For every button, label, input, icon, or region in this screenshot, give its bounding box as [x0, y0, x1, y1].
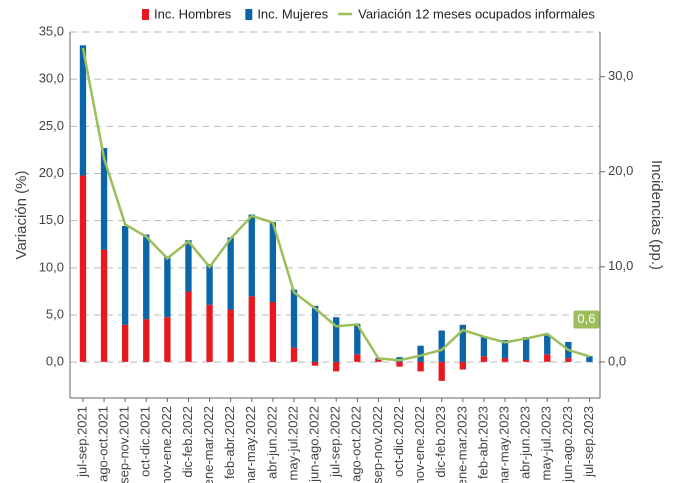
x-tick-label: mar-may.2022: [243, 406, 258, 483]
y-tick-label: 25,0: [39, 118, 64, 133]
x-tick-label: abr-jun.2022: [264, 406, 279, 479]
y-tick-label: 10,0: [39, 259, 64, 274]
y-tick-label: 30,0: [39, 71, 64, 86]
bar: [290, 347, 298, 362]
bar: [121, 324, 129, 362]
bar: [438, 330, 445, 362]
bar: [354, 323, 361, 355]
x-tick-label: mar-may.2023: [496, 406, 511, 483]
bar: [438, 361, 445, 381]
x-tick-label: jun-ago.2022: [307, 406, 322, 483]
bar: [100, 249, 108, 362]
bar: [417, 361, 424, 372]
bar: [586, 356, 593, 362]
y-tick-label: 15,0: [39, 212, 64, 227]
y-tick-label: 20,0: [39, 165, 64, 180]
x-tick-label: dic-feb.2022: [180, 406, 195, 478]
bar: [185, 240, 192, 292]
bar: [522, 359, 530, 362]
x-tick-label: ene-mar.2023: [454, 406, 469, 483]
x-tick-label: jul-sep.2023: [581, 406, 596, 478]
bar: [164, 317, 171, 362]
bar: [248, 296, 255, 362]
bar: [206, 263, 213, 305]
bar: [206, 304, 213, 362]
bar: [459, 324, 466, 362]
x-tick-label: jul-sep.2022: [328, 406, 343, 478]
bar: [79, 175, 87, 362]
bar: [544, 335, 551, 355]
x-tick-label: nov-ene.2022: [412, 406, 427, 483]
x-tick-label: nov-ene.2022: [159, 406, 174, 483]
legend-label: Variación 12 meses ocupados informales: [358, 6, 595, 21]
bar: [227, 309, 234, 362]
legend-swatch: [245, 9, 253, 20]
bar: [185, 291, 192, 362]
bar: [269, 301, 277, 362]
bar: [311, 361, 319, 366]
bar: [164, 256, 171, 318]
y2-tick-label: 0,0: [608, 353, 626, 368]
bar: [100, 147, 108, 250]
x-tick-label: dic-feb.2023: [433, 406, 448, 478]
bar: [417, 345, 424, 362]
bar: [227, 237, 234, 310]
x-tick-label: abr-jun.2023: [518, 406, 533, 479]
x-tick-label: ago-oct.2021: [95, 406, 110, 482]
bar: [480, 336, 488, 357]
bar: [290, 289, 298, 348]
bar: [79, 45, 87, 176]
y2-tick-label: 30,0: [608, 68, 633, 83]
x-tick-label: jul-sep.2021: [74, 406, 89, 478]
x-tick-label: oct-dic.2022: [391, 406, 406, 477]
x-tick-label: feb-abr.2022: [222, 406, 237, 479]
x-tick-label: may-jul.2022: [285, 406, 300, 480]
bar: [354, 354, 361, 362]
bar: [480, 356, 488, 362]
data-label-box: [573, 310, 600, 329]
legend-label: Inc. Mujeres: [257, 6, 328, 21]
bar: [311, 305, 319, 362]
x-tick-label: ago-oct.2022: [349, 406, 364, 482]
data-label-text: 0,6: [577, 311, 595, 326]
bar: [501, 340, 509, 359]
bar: [121, 225, 129, 325]
bar: [396, 361, 403, 367]
bar: [143, 319, 150, 362]
legend-label: Inc. Hombres: [154, 6, 232, 21]
x-tick-label: may-jul.2023: [539, 406, 554, 480]
y-tick-label: 5,0: [46, 306, 64, 321]
y2-tick-label: 10,0: [608, 258, 633, 273]
y2-axis-title: Incidencias (pp.): [648, 160, 665, 270]
x-tick-label: jun-ago.2023: [560, 406, 575, 483]
x-tick-label: feb-abr.2023: [475, 406, 490, 479]
bar: [459, 361, 466, 370]
bar: [375, 359, 382, 362]
x-tick-label: sep-nov.2022: [370, 406, 385, 483]
y-axis-title: Variación (%): [13, 171, 30, 260]
x-tick-label: sep-nov.2021: [117, 406, 132, 483]
bar: [269, 222, 277, 302]
data-label: 0,6: [573, 310, 600, 329]
bar: [565, 358, 572, 362]
bar: [333, 361, 340, 372]
bar: [522, 337, 530, 360]
bar: [501, 358, 509, 362]
legend-swatch: [142, 9, 149, 20]
y-tick-label: 0,0: [46, 354, 64, 369]
x-tick-label: ene-mar.2022: [201, 406, 216, 483]
x-tick-label: oct-dic.2021: [138, 406, 153, 477]
bar: [544, 354, 551, 362]
bar: [248, 214, 255, 297]
y-tick-label: 35,0: [39, 23, 64, 38]
line: [81, 47, 590, 362]
bar: [333, 317, 340, 362]
bar: [143, 234, 150, 320]
y2-tick-label: 20,0: [608, 163, 633, 178]
